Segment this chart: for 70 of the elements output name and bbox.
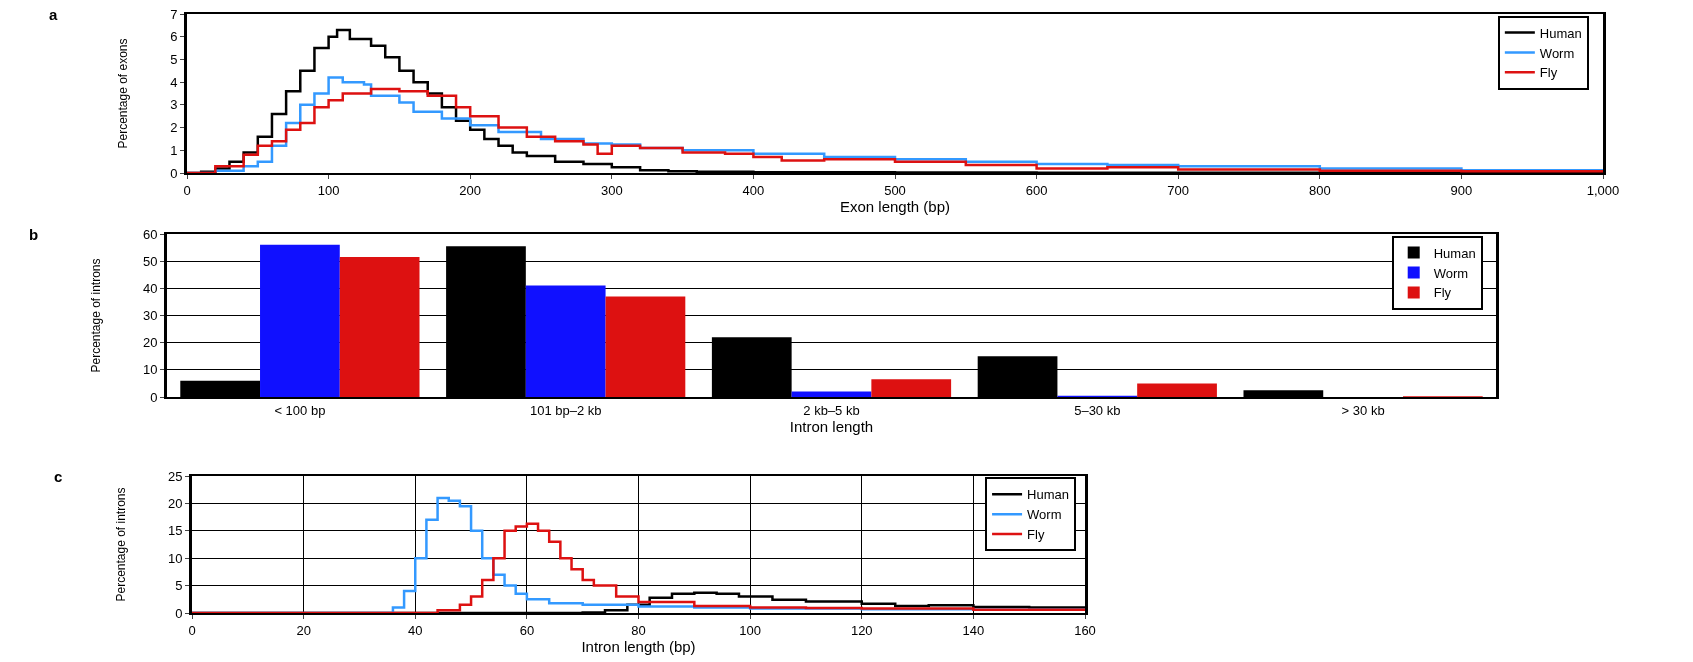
x-tick-label: 140	[962, 622, 985, 638]
y-tick-label: 5	[175, 578, 183, 594]
bar	[525, 285, 606, 397]
x-tick-label: 2 kb–5 kb	[803, 402, 860, 418]
y-tick-label: 1	[170, 142, 178, 158]
y-tick-label: 3	[170, 97, 178, 113]
y-tick-label: 6	[170, 29, 178, 45]
bar	[791, 391, 872, 397]
x-tick-label: 80	[631, 622, 646, 638]
y-tick-label: 5	[170, 51, 178, 67]
x-tick-label: 200	[459, 182, 482, 198]
y-tick-label: 0	[150, 389, 158, 405]
x-tick-label: 0	[188, 622, 196, 638]
x-tick-label: 600	[1025, 182, 1048, 198]
y-tick-label: 30	[142, 308, 158, 324]
text: b	[29, 226, 39, 243]
x-tick-label: 100	[317, 182, 340, 198]
y-tick-label: 0	[170, 165, 178, 181]
x-tick-label: 500	[884, 182, 906, 198]
y-tick-label: 40	[142, 280, 158, 296]
bar	[260, 244, 340, 397]
y-tick-label: 25	[167, 468, 183, 484]
x-tick-label: > 30 kb	[1341, 402, 1385, 418]
legend-label: Fly	[1539, 65, 1558, 81]
y-axis-title: Percentage of introns	[89, 258, 104, 373]
y-tick-label: 15	[167, 523, 183, 539]
x-axis-title: Intron length	[789, 417, 874, 435]
y-axis-title: Percentage of introns	[114, 487, 129, 602]
x-tick-label: 1,000	[1586, 182, 1620, 198]
legend-label: Worm	[1539, 45, 1575, 61]
legend-label: Worm	[1433, 265, 1469, 281]
x-tick-label: 5–30 kb	[1074, 402, 1121, 418]
y-tick-label: 60	[142, 226, 158, 242]
x-tick-label: < 100 bp	[274, 402, 326, 418]
x-tick-label: 20	[296, 622, 311, 638]
x-tick-label: 40	[408, 622, 423, 638]
x-tick-label: 100	[739, 622, 761, 638]
y-tick-label: 10	[142, 362, 158, 378]
bar	[871, 379, 952, 397]
legend-label: Fly	[1433, 285, 1452, 301]
legend-label: Worm	[1027, 507, 1062, 523]
y-tick-label: 0	[175, 605, 183, 621]
y-tick-label: 4	[170, 74, 178, 90]
x-tick-label: 160	[1074, 622, 1096, 638]
y-tick-label: 10	[167, 550, 183, 566]
x-tick-label: 700	[1167, 182, 1190, 198]
y-axis-title: Percentage of exons	[116, 38, 131, 149]
x-tick-label: 120	[850, 622, 873, 638]
legend-label: Human	[1539, 25, 1582, 41]
y-tick-label: 7	[170, 6, 178, 22]
x-tick-label: 400	[742, 182, 765, 198]
legend-label: Human	[1027, 487, 1069, 503]
text: a	[49, 6, 58, 23]
y-tick-label: 20	[142, 335, 158, 351]
text: c	[54, 468, 63, 485]
x-axis-title: Intron length (bp)	[581, 637, 696, 655]
x-tick-label: 900	[1450, 182, 1473, 198]
y-tick-label: 20	[167, 495, 183, 511]
x-tick-label: 101 bp–2 kb	[529, 402, 602, 418]
y-tick-label: 2	[170, 120, 178, 136]
bar	[1137, 383, 1217, 397]
x-axis-title: Exon length (bp)	[839, 197, 951, 215]
x-tick-label: 60	[519, 622, 535, 638]
x-tick-label: 300	[600, 182, 623, 198]
legend-label: Fly	[1027, 527, 1045, 543]
x-tick-label: 800	[1308, 182, 1331, 198]
bar	[605, 296, 686, 397]
y-tick-label: 50	[142, 253, 158, 269]
bar	[339, 257, 420, 397]
legend-label: Human	[1433, 245, 1476, 261]
